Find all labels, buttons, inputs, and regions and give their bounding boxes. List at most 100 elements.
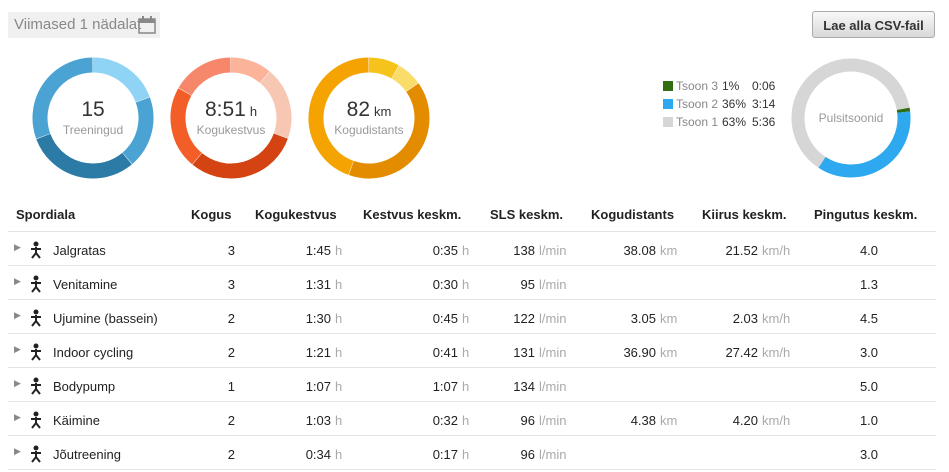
zone-time: 0:06 <box>752 79 776 93</box>
cell-unit: h <box>335 311 343 326</box>
sport-icon <box>27 343 45 361</box>
cell-value: 3.0 <box>859 345 879 360</box>
expand-arrow[interactable]: ▶ <box>14 310 21 320</box>
cell-value: 1:07 <box>305 379 331 394</box>
cell-unit: h <box>462 379 470 394</box>
zone-swatch <box>663 81 673 91</box>
cell-value: 1:45 <box>305 243 331 258</box>
ring-segment <box>368 57 399 79</box>
sport-icon <box>27 377 45 395</box>
cell-value: 2 <box>227 413 235 428</box>
cell-value: 0:35 <box>432 243 458 258</box>
cell-value: 27.42 <box>725 345 758 360</box>
ring-segment <box>92 57 150 103</box>
cell-value: 4.0 <box>859 243 879 258</box>
cell-unit: h <box>462 311 470 326</box>
cell-value: 96 <box>520 447 535 462</box>
sport-name[interactable]: Bodypump <box>53 379 116 394</box>
expand-arrow[interactable]: ▶ <box>14 412 21 422</box>
cell-value: 2 <box>227 447 235 462</box>
summary-number: 8:51 <box>205 98 246 121</box>
sport-name[interactable]: Käimine <box>53 413 100 428</box>
cell-unit: l/min <box>539 277 567 292</box>
row-separator <box>8 333 936 334</box>
calendar-icon <box>138 16 156 34</box>
cell-unit: h <box>335 413 343 428</box>
cell-value: 0:32 <box>432 413 458 428</box>
cell-value: 1.0 <box>859 413 879 428</box>
cell-value: 2.03 <box>732 311 758 326</box>
cell-unit: l/min <box>539 379 567 394</box>
summary-unit: h <box>250 104 257 119</box>
ring-segment <box>391 65 419 92</box>
cell-value: 0:45 <box>432 311 458 326</box>
cell-value: 95 <box>520 277 535 292</box>
zone-arc <box>791 58 910 168</box>
cell-value: 0:30 <box>432 277 458 292</box>
column-header: Kestvus keskm. <box>363 207 462 222</box>
zone-share: 63% <box>722 115 746 129</box>
cell-unit: km/h <box>762 413 791 428</box>
zone-name: Tsoon 3 <box>676 79 718 93</box>
sport-name[interactable]: Venitamine <box>53 277 118 292</box>
column-header: Spordiala <box>16 207 76 222</box>
expand-arrow[interactable]: ▶ <box>14 446 21 456</box>
summary-number: 15 <box>81 98 104 121</box>
cell-unit: km/h <box>762 345 791 360</box>
cell-unit: h <box>462 243 470 258</box>
cell-unit: h <box>462 447 470 462</box>
cell-value: 1:07 <box>432 379 458 394</box>
cell-unit: l/min <box>539 447 567 462</box>
zone-name: Tsoon 1 <box>676 115 718 129</box>
period-select[interactable]: Viimased 1 nädalat <box>8 12 160 38</box>
ring-segment <box>308 57 369 175</box>
row-separator <box>8 265 936 266</box>
ring-segment <box>122 97 154 165</box>
zone-share: 1% <box>722 79 740 93</box>
sport-icon <box>27 241 45 259</box>
zone-arc <box>818 111 911 178</box>
sport-name[interactable]: Ujumine (bassein) <box>53 311 158 326</box>
expand-arrow[interactable]: ▶ <box>14 378 21 388</box>
column-header: Kiirus keskm. <box>702 207 787 222</box>
cell-value: 1:03 <box>305 413 331 428</box>
summary-label: Kogukestvus <box>197 123 266 137</box>
cell-unit: h <box>335 447 343 462</box>
cell-value: 4.20 <box>732 413 758 428</box>
cell-unit: l/min <box>539 345 567 360</box>
sport-icon <box>27 309 45 327</box>
expand-arrow[interactable]: ▶ <box>14 344 21 354</box>
rings: 15 Treeningud 8:51 h Kogukestvus 82 km Kogudist… <box>32 57 911 179</box>
cell-unit: l/min <box>539 311 567 326</box>
sport-name[interactable]: Jalgratas <box>53 243 106 258</box>
ring-segment <box>32 57 93 139</box>
csv-button[interactable]: Lae alla CSV-fail <box>812 11 935 38</box>
cell-value: 1:31 <box>305 277 331 292</box>
zone-title: Pulsitsoonid <box>819 111 884 125</box>
sport-name[interactable]: Jõutreening <box>53 447 121 462</box>
zone-time: 3:14 <box>752 97 776 111</box>
row-separator <box>8 367 936 368</box>
summary-value: 15 <box>81 98 104 121</box>
cell-value: 21.52 <box>725 243 758 258</box>
cell-value: 1 <box>227 379 235 394</box>
cell-unit: h <box>462 413 470 428</box>
summary-number: 82 <box>347 98 370 121</box>
sport-icon <box>27 275 45 293</box>
cell-value: 0:17 <box>432 447 458 462</box>
column-header: Pingutus keskm. <box>814 207 918 222</box>
summary-value: 8:51 h <box>205 98 257 121</box>
row-separator <box>8 435 936 436</box>
cell-value: 3.0 <box>859 447 879 462</box>
cell-unit: km <box>660 413 678 428</box>
cell-value: 122 <box>513 311 535 326</box>
expand-arrow[interactable]: ▶ <box>14 276 21 286</box>
cell-value: 1.3 <box>859 277 879 292</box>
expand-arrow[interactable]: ▶ <box>14 242 21 252</box>
zone-name: Tsoon 2 <box>676 97 718 111</box>
cell-value: 0:34 <box>305 447 331 462</box>
cell-unit: l/min <box>539 413 567 428</box>
cell-value: 36.90 <box>623 345 656 360</box>
cell-value: 1:21 <box>305 345 331 360</box>
sport-name[interactable]: Indoor cycling <box>53 345 134 360</box>
